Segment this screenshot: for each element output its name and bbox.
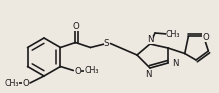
Text: CH₃: CH₃ bbox=[166, 29, 180, 39]
Text: O: O bbox=[74, 66, 81, 76]
Text: O: O bbox=[202, 33, 209, 42]
Text: N: N bbox=[172, 60, 178, 69]
Text: CH₃: CH₃ bbox=[84, 66, 99, 75]
Text: N: N bbox=[145, 70, 151, 79]
Text: N: N bbox=[147, 35, 153, 44]
Text: O: O bbox=[22, 79, 29, 88]
Text: S: S bbox=[104, 39, 109, 48]
Text: O: O bbox=[72, 21, 79, 31]
Text: CH₃: CH₃ bbox=[5, 78, 19, 88]
